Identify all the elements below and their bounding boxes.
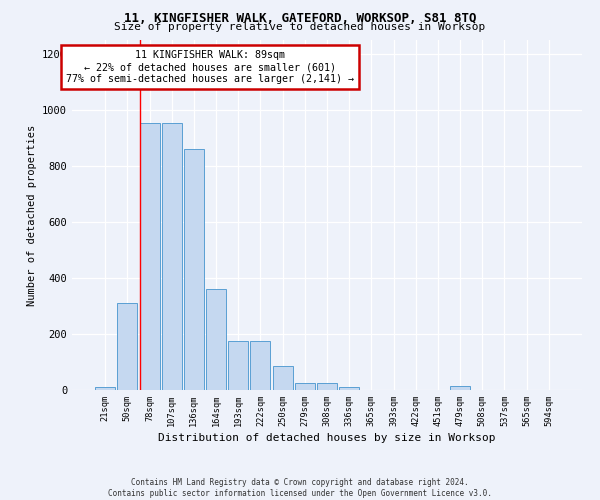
Bar — [206, 289, 226, 390]
Bar — [228, 341, 248, 390]
Bar — [317, 383, 337, 390]
Text: 11, KINGFISHER WALK, GATEFORD, WORKSOP, S81 8TQ: 11, KINGFISHER WALK, GATEFORD, WORKSOP, … — [124, 12, 476, 26]
X-axis label: Distribution of detached houses by size in Worksop: Distribution of detached houses by size … — [158, 434, 496, 444]
Bar — [184, 149, 204, 390]
Bar — [295, 383, 315, 390]
Bar — [140, 122, 160, 390]
Text: Size of property relative to detached houses in Worksop: Size of property relative to detached ho… — [115, 22, 485, 32]
Bar — [250, 341, 271, 390]
Y-axis label: Number of detached properties: Number of detached properties — [26, 124, 37, 306]
Bar — [95, 387, 115, 390]
Bar — [118, 303, 137, 390]
Bar — [450, 386, 470, 390]
Bar — [272, 366, 293, 390]
Bar — [162, 122, 182, 390]
Text: Contains HM Land Registry data © Crown copyright and database right 2024.
Contai: Contains HM Land Registry data © Crown c… — [108, 478, 492, 498]
Bar — [339, 387, 359, 390]
Text: 11 KINGFISHER WALK: 89sqm
← 22% of detached houses are smaller (601)
77% of semi: 11 KINGFISHER WALK: 89sqm ← 22% of detac… — [66, 50, 354, 84]
